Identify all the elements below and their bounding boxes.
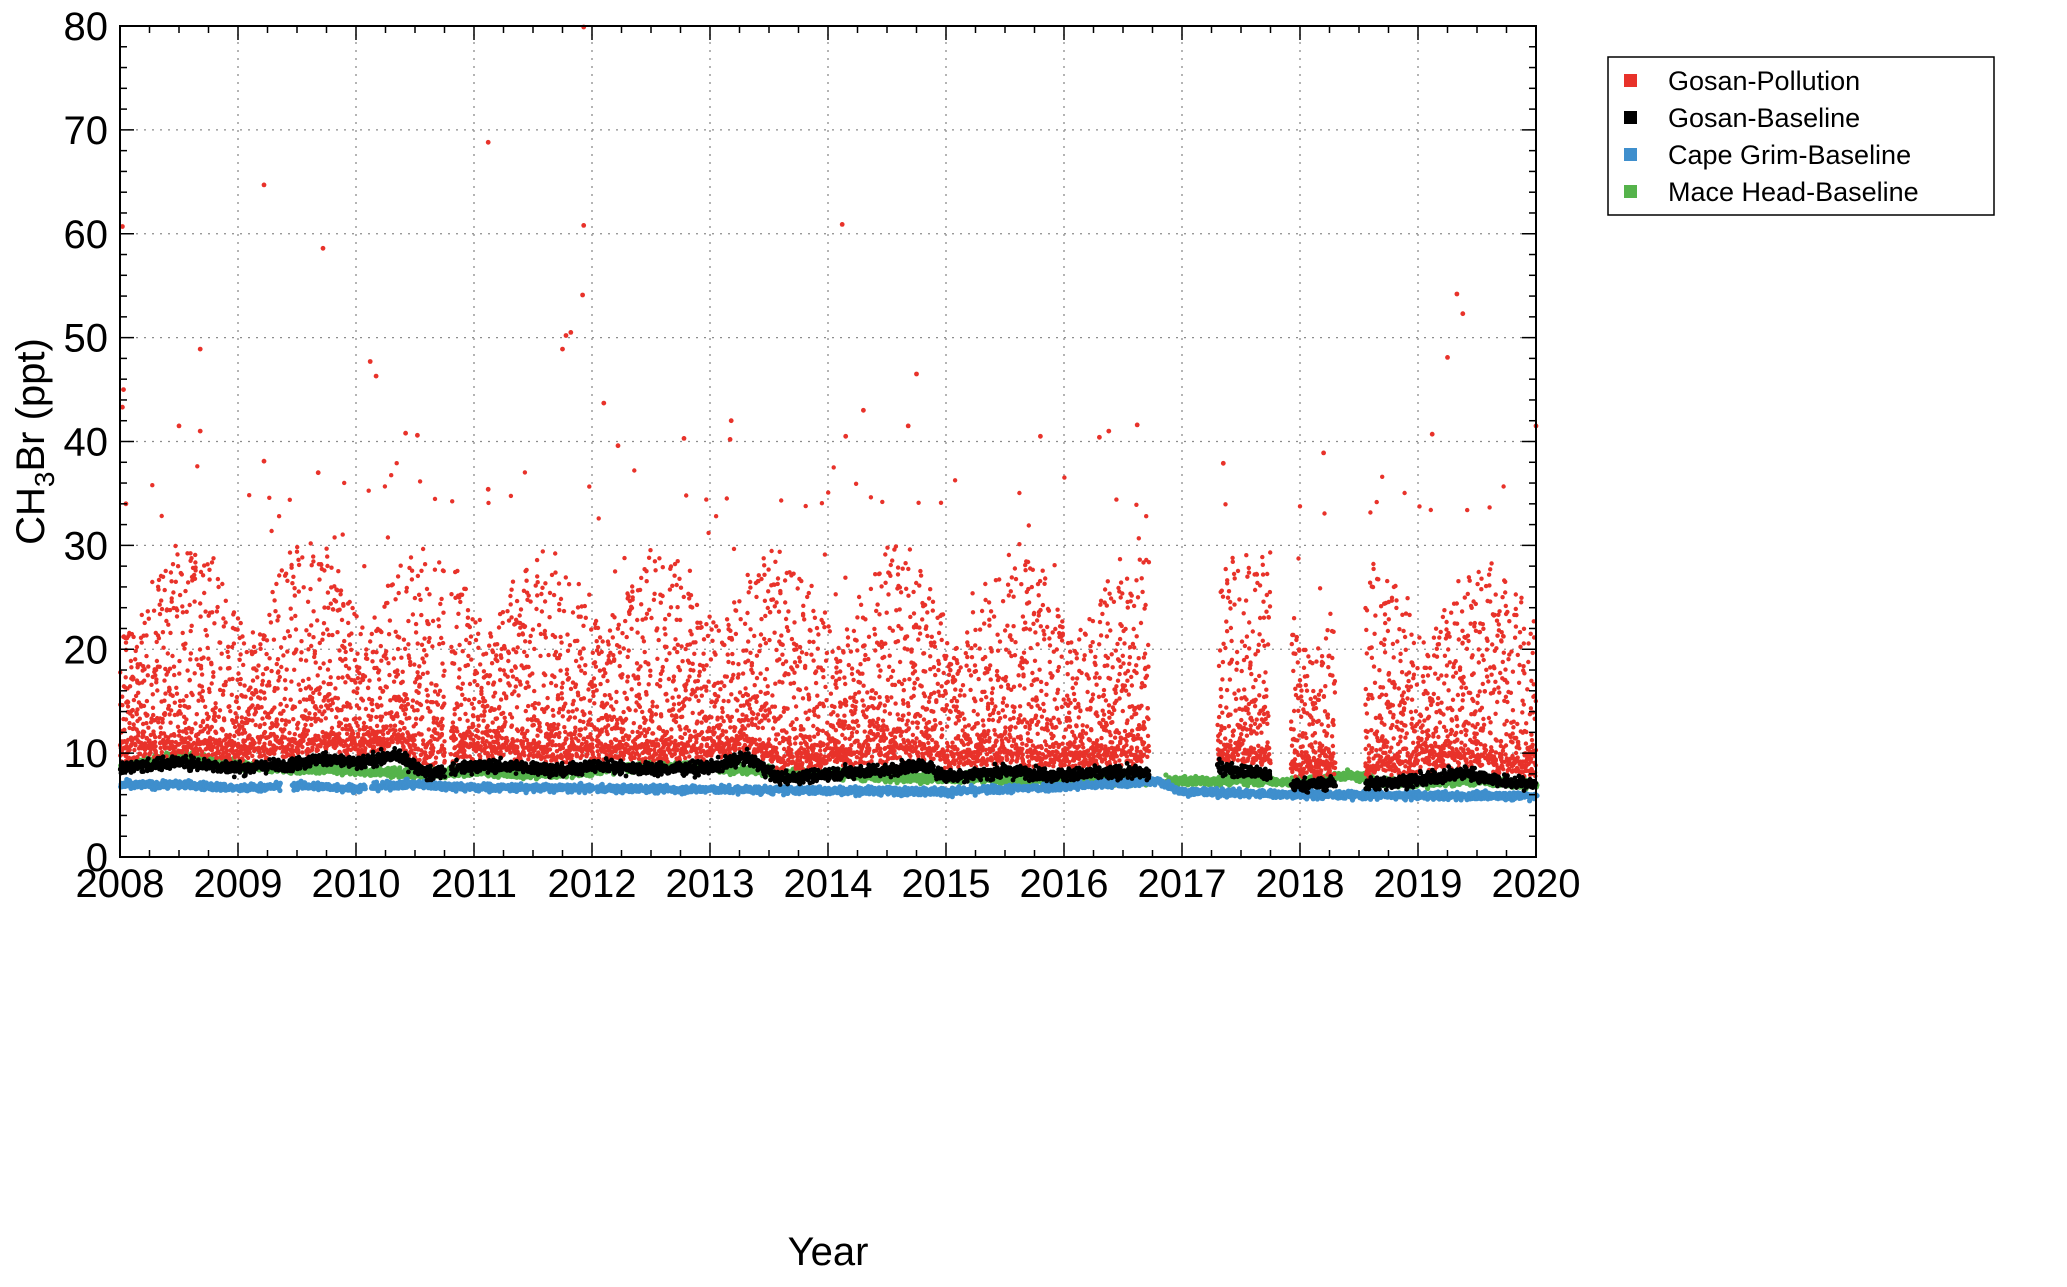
mace-head-point [397, 765, 403, 771]
cape-grim-point [589, 786, 595, 792]
cape-grim-point [362, 783, 368, 789]
cape-grim-point [277, 780, 283, 786]
cape-grim-point [277, 787, 283, 794]
plot-area [117, 24, 1540, 804]
